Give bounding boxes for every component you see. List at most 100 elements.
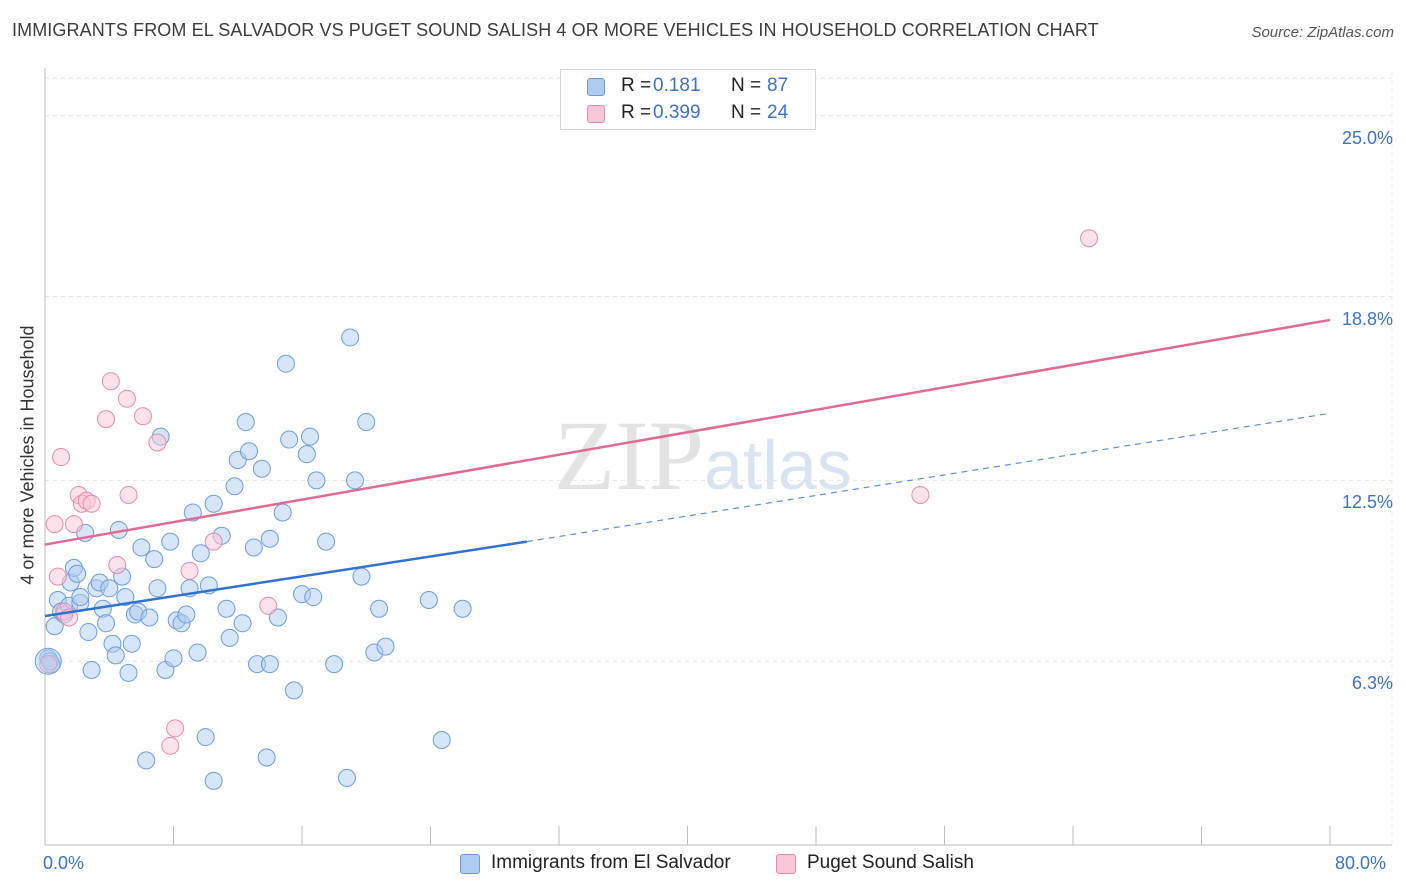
point-puget-sound (148, 433, 167, 452)
point-el-salvador (244, 538, 263, 557)
point-puget-sound (97, 410, 116, 429)
watermark: ZIPatlas (554, 398, 852, 513)
point-el-salvador (419, 590, 438, 609)
point-el-salvador (68, 564, 87, 583)
point-el-salvador (132, 538, 151, 557)
trend-line-puget-sound (44, 318, 1331, 546)
point-el-salvador (140, 608, 159, 627)
point-el-salvador (453, 599, 472, 618)
point-el-salvador (161, 532, 180, 551)
point-el-salvador (252, 459, 271, 478)
y-tick-label: 12.5% (1341, 492, 1393, 513)
point-puget-sound (161, 736, 180, 755)
point-el-salvador (188, 643, 207, 662)
point-el-salvador (225, 477, 244, 496)
point-el-salvador (325, 655, 344, 674)
point-el-salvador (233, 614, 252, 633)
point-el-salvador (239, 442, 258, 461)
point-el-salvador (97, 614, 116, 633)
point-el-salvador (137, 751, 156, 770)
legend-n-label: N = (731, 75, 762, 96)
x-tick-label-max: 80.0% (1335, 853, 1387, 873)
y-axis-label: 4 or more Vehicles in Household (17, 325, 38, 585)
data-points (34, 229, 1099, 790)
point-puget-sound (117, 389, 136, 408)
legend-r-value: 0.399 (653, 102, 701, 123)
chart-title: IMMIGRANTS FROM EL SALVADOR VS PUGET SOU… (12, 20, 1099, 40)
point-el-salvador (337, 768, 356, 787)
point-el-salvador (116, 588, 135, 607)
point-puget-sound (166, 719, 185, 738)
point-el-salvador (273, 503, 292, 522)
legend-n-value: 87 (767, 75, 789, 96)
point-el-salvador (307, 471, 326, 490)
point-el-salvador (177, 605, 196, 624)
point-puget-sound (48, 567, 67, 586)
stats-legend: R = 0.181 N = 87 R = 0.399 N = 24 (560, 69, 816, 130)
point-el-salvador (191, 544, 210, 563)
legend-n-label: N = (731, 102, 762, 123)
point-el-salvador (301, 427, 320, 446)
point-el-salvador (220, 628, 239, 647)
x-tick-label-min: 0.0% (43, 853, 85, 873)
point-el-salvador (106, 646, 125, 665)
bottom-legend-swatch-puget-sound (776, 854, 796, 874)
point-el-salvador (145, 550, 164, 569)
point-el-salvador (268, 608, 287, 627)
point-el-salvador (34, 647, 62, 675)
point-el-salvador (357, 413, 376, 432)
point-el-salvador (204, 771, 223, 790)
point-el-salvador (341, 328, 360, 347)
bottom-legend-label: Puget Sound Salish (807, 852, 974, 873)
point-el-salvador (100, 579, 119, 598)
point-el-salvador (164, 649, 183, 668)
axes (44, 68, 1392, 846)
point-el-salvador (148, 579, 167, 598)
watermark-zip: ZIP (554, 400, 704, 511)
point-el-salvador (304, 588, 323, 607)
point-el-salvador (346, 471, 365, 490)
point-puget-sound (259, 596, 278, 615)
point-el-salvador (82, 660, 101, 679)
point-el-salvador (260, 655, 279, 674)
legend-r-value: 0.181 (653, 75, 701, 96)
y-tick-label: 25.0% (1341, 127, 1393, 148)
point-el-salvador (260, 529, 279, 548)
point-puget-sound (119, 485, 138, 504)
point-el-salvador (257, 748, 276, 767)
point-el-salvador (217, 599, 236, 618)
point-puget-sound (204, 532, 223, 551)
point-puget-sound (180, 561, 199, 580)
legend-swatch-el-salvador (587, 78, 605, 96)
y-tick-label: 18.8% (1341, 308, 1393, 329)
point-el-salvador (204, 494, 223, 513)
trend-lines (44, 318, 1331, 618)
legend-r-label: R = (621, 102, 652, 123)
point-puget-sound (133, 407, 152, 426)
point-el-salvador (196, 728, 215, 747)
point-puget-sound (1080, 229, 1099, 248)
point-el-salvador (370, 599, 389, 618)
trend-line-el-salvador (44, 540, 528, 618)
point-el-salvador (352, 567, 371, 586)
point-el-salvador (276, 354, 295, 373)
point-puget-sound (101, 372, 120, 391)
point-puget-sound (108, 555, 127, 574)
point-el-salvador (122, 634, 141, 653)
point-puget-sound (911, 485, 930, 504)
point-el-salvador (71, 588, 90, 607)
point-el-salvador (236, 413, 255, 432)
y-tick-label: 6.3% (1351, 673, 1393, 694)
point-puget-sound (52, 448, 71, 467)
point-el-salvador (79, 623, 98, 642)
point-puget-sound (45, 515, 64, 534)
point-el-salvador (297, 445, 316, 464)
watermark-atlas: atlas (704, 426, 852, 504)
legend-r-label: R = (621, 75, 652, 96)
legend-swatch-puget-sound (587, 105, 605, 123)
point-el-salvador (376, 637, 395, 656)
source-label: Source: ZipAtlas.com (1251, 24, 1394, 41)
trend-line-el-salvador-extension (526, 412, 1331, 543)
bottom-legend-label: Immigrants from El Salvador (491, 852, 731, 873)
